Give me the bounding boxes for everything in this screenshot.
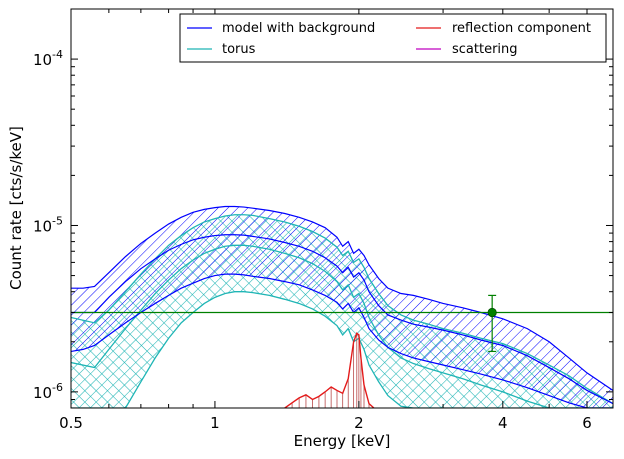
torus-line-lower: [71, 291, 613, 408]
torus-line-median: [71, 244, 613, 408]
model-line-upper: [71, 205, 613, 391]
axes: 0.5 1 2 4 6 10-6 10-5 10-4: [33, 8, 613, 432]
x-tick-label: 0.5: [59, 414, 83, 432]
y-axis-label: Count rate [cts/s/keV]: [7, 126, 25, 290]
torus-line-upper: [71, 214, 613, 405]
legend-label-model: model with background: [222, 21, 375, 36]
y-tick-label: 10-5: [33, 214, 63, 235]
model-line-lower: [71, 273, 613, 408]
y-tick-label: 10-4: [33, 48, 63, 69]
x-axis-label: Energy [keV]: [294, 432, 391, 450]
legend-label-torus: torus: [222, 42, 256, 57]
data-point: [487, 307, 497, 318]
plot-area: [71, 205, 613, 408]
legend: model with background reflection compone…: [179, 13, 607, 63]
x-tick-label: 1: [210, 414, 220, 432]
x-tick-label: 2: [354, 414, 364, 432]
y-tick-label: 10-6: [33, 381, 63, 402]
legend-frame: [179, 13, 607, 63]
legend-label-reflection: reflection component: [452, 21, 591, 36]
x-tick-label: 6: [582, 414, 592, 432]
legend-label-scattering: scattering: [452, 42, 518, 57]
x-tick-label: 4: [498, 414, 508, 432]
model-line-median: [71, 234, 613, 405]
plot-frame: [70, 8, 614, 409]
reflection-line: [284, 332, 375, 408]
